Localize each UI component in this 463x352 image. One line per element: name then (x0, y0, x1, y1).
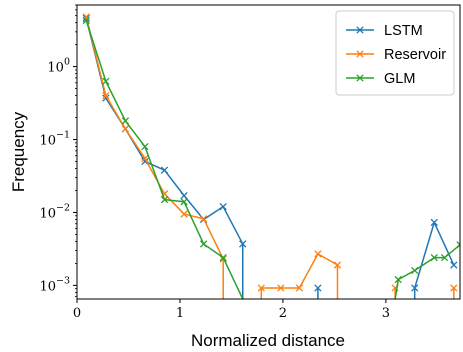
data-point-reservoir (199, 215, 208, 223)
data-point-reservoir (102, 91, 110, 100)
x-tick-label: 2 (279, 306, 287, 321)
data-point-lstm (239, 240, 247, 248)
data-point-reservoir (295, 284, 304, 292)
legend-box (335, 10, 455, 96)
data-point-glm (160, 195, 169, 204)
x-tick-label: 0 (73, 306, 81, 321)
data-point-glm (180, 198, 188, 206)
data-point-reservoir (257, 284, 265, 292)
y-tick-label-base: 10 (39, 206, 56, 221)
data-point-reservoir (277, 284, 285, 292)
legend-label-lstm: LSTM (384, 23, 423, 39)
data-point-glm (102, 77, 110, 85)
data-point-lstm (219, 203, 227, 211)
y-tick-label-exponent: −2 (56, 202, 70, 213)
data-point-lstm (180, 191, 188, 200)
y-tick-label-exponent: −1 (56, 130, 70, 141)
data-point-glm (394, 275, 402, 284)
data-point-reservoir (121, 125, 130, 133)
data-point-lstm (430, 218, 438, 227)
legend: LSTM Reservoir GLM (335, 10, 455, 96)
data-point-reservoir (450, 284, 458, 292)
legend-marker-lstm (356, 26, 364, 34)
data-point-lstm (160, 166, 169, 174)
data-point-glm (82, 16, 90, 25)
legend-marker-glm (356, 74, 364, 82)
legend-label-glm: GLM (384, 71, 415, 87)
legend-label-reservoir: Reservoir (384, 47, 446, 63)
x-axis-label: Normalized distance (191, 331, 345, 350)
data-point-glm (440, 253, 449, 262)
data-point-reservoir (141, 154, 149, 163)
series-layer (82, 13, 460, 299)
y-tick-label-exponent: −3 (56, 275, 70, 286)
data-point-reservoir (180, 210, 188, 218)
y-tick-label-base: 10 (39, 134, 56, 149)
y-tick-label-base: 10 (39, 279, 56, 294)
data-point-glm (199, 240, 208, 248)
data-point-glm (456, 241, 460, 249)
data-point-glm (219, 253, 227, 262)
data-point-reservoir (314, 250, 322, 258)
data-point-glm (141, 142, 149, 151)
data-point-lstm (314, 284, 322, 292)
data-point-glm (430, 253, 438, 262)
x-tick-label: 3 (382, 306, 390, 321)
data-point-glm (411, 266, 419, 275)
data-point-lstm (450, 261, 458, 269)
legend-marker-reservoir (356, 50, 364, 58)
x-tick-label: 1 (176, 306, 184, 321)
data-point-reservoir (333, 261, 342, 269)
data-point-lstm (411, 284, 419, 292)
data-point-glm (121, 117, 130, 125)
y-axis-label: Frequency (9, 111, 28, 192)
y-tick-label-base: 10 (47, 61, 64, 76)
plot-frame (76, 4, 461, 300)
x-axis-ticks: 0 1 2 3 (73, 299, 390, 321)
y-tick-label-exponent: 0 (64, 57, 70, 68)
